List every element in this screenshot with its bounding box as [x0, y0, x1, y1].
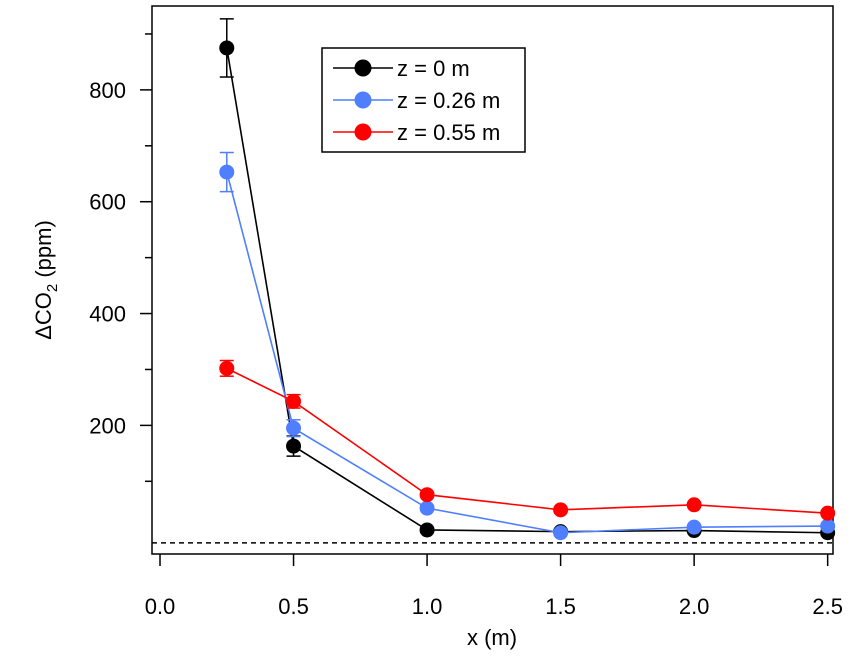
x-tick-label: 0.5 [278, 594, 309, 619]
data-point [219, 360, 235, 376]
data-point [419, 500, 435, 516]
series-line [226, 367, 828, 514]
series-2 [219, 359, 836, 521]
data-point [686, 519, 702, 535]
x-axis-label: x (m) [467, 625, 517, 650]
data-point [820, 505, 836, 521]
legend-label: z = 0.26 m [397, 88, 500, 113]
data-point [286, 393, 302, 409]
legend-marker [354, 59, 372, 77]
series-line [226, 171, 828, 534]
data-point [553, 502, 569, 518]
y-tick-label: 400 [89, 302, 126, 327]
legend-marker [354, 123, 372, 141]
x-tick-label: 2.0 [679, 594, 710, 619]
x-axis: 0.0 0.5 1.0 1.5 2.0 2.5 [145, 554, 843, 619]
data-point [419, 522, 435, 538]
series-layer [219, 18, 836, 541]
data-point [286, 420, 302, 436]
data-point [219, 164, 235, 180]
legend-marker [354, 91, 372, 109]
y-axis: 200 400 600 800 [89, 33, 152, 483]
data-point [553, 525, 569, 541]
y-tick-label: 200 [89, 413, 126, 438]
data-point [686, 497, 702, 513]
x-tick-label: 0.0 [145, 594, 176, 619]
y-tick-label: 600 [89, 190, 126, 215]
series-1 [219, 151, 836, 541]
series-line [225, 47, 828, 534]
data-point [419, 487, 435, 503]
y-tick-label: 800 [89, 78, 126, 103]
data-point [286, 438, 302, 454]
x-tick-label: 1.0 [412, 594, 443, 619]
series-0 [219, 18, 836, 541]
legend: z = 0 m z = 0.26 m z = 0.55 m [321, 47, 526, 153]
data-point [820, 518, 836, 534]
legend-label: z = 0.55 m [397, 120, 500, 145]
plot-frame [151, 5, 834, 555]
x-tick-label: 2.5 [812, 594, 843, 619]
x-tick-label: 1.5 [545, 594, 576, 619]
data-point [219, 40, 235, 56]
y-axis-label: ΔCO2 (ppm) [31, 220, 61, 340]
legend-label: z = 0 m [397, 56, 470, 81]
